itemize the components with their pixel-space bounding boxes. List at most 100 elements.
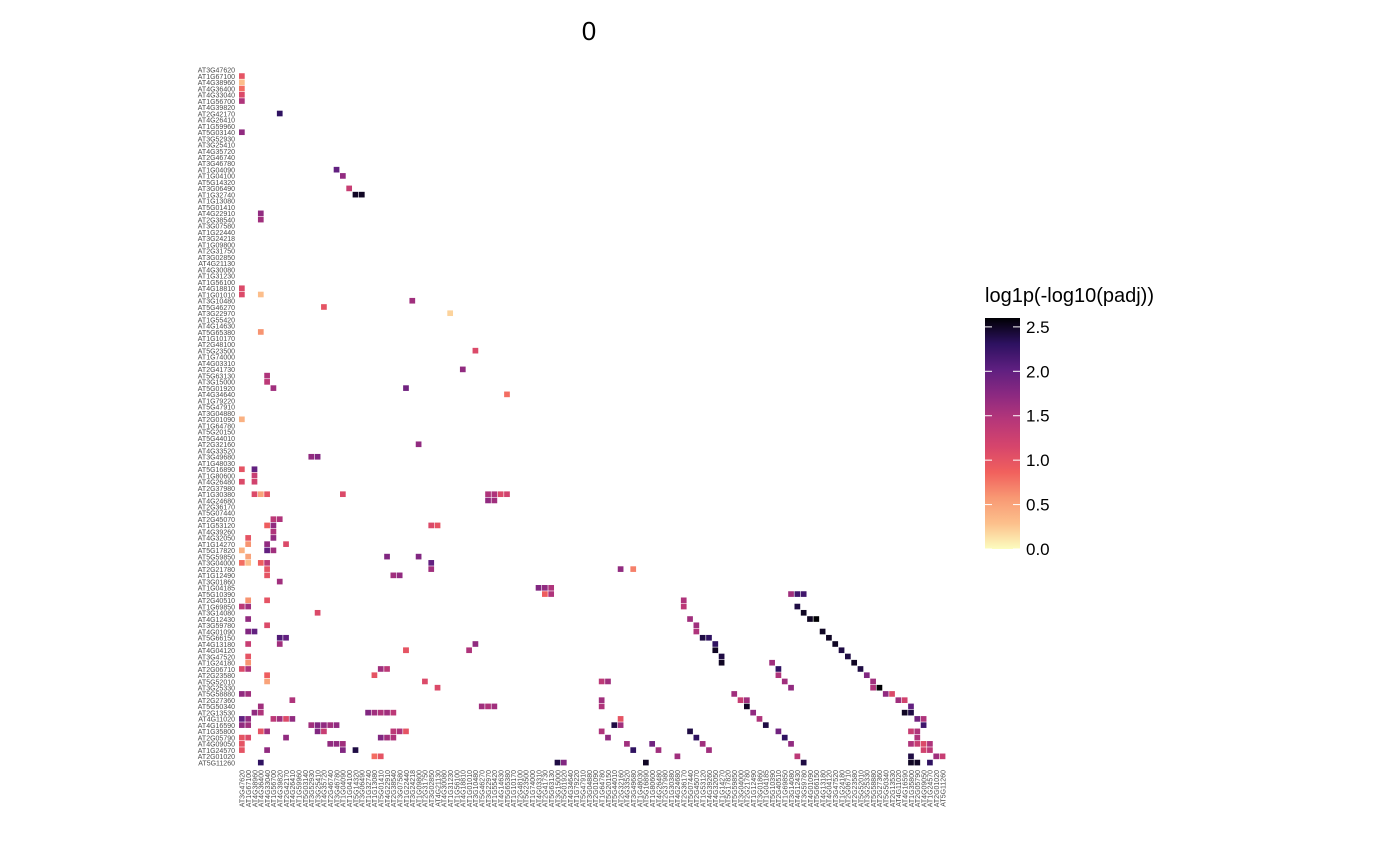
heatmap-cell bbox=[920, 747, 927, 753]
y-tick-label: AT1G04090 bbox=[198, 167, 235, 174]
y-tick-label: AT1G24180 bbox=[198, 661, 235, 668]
heatmap-cell bbox=[870, 684, 876, 691]
y-tick-label: AT3G01860 bbox=[198, 579, 235, 586]
y-tick-label: AT1G14270 bbox=[198, 542, 235, 549]
heatmap-cell bbox=[358, 191, 365, 198]
heatmap-cell bbox=[908, 741, 914, 747]
x-tick-label: AT3G25330 bbox=[865, 770, 872, 807]
x-tick-label: AT3G46780 bbox=[334, 770, 341, 807]
x-tick-label: AT3G59780 bbox=[801, 770, 808, 807]
heatmap-cell bbox=[239, 547, 245, 554]
heatmap-cell bbox=[264, 672, 270, 679]
heatmap-cell bbox=[845, 653, 851, 660]
y-tick-label: AT3G07580 bbox=[198, 224, 235, 231]
heatmap-cell bbox=[807, 616, 813, 622]
heatmap-cell bbox=[680, 597, 687, 604]
heatmap-cell bbox=[245, 716, 252, 722]
x-tick-label: AT3G15000 bbox=[555, 770, 562, 807]
heatmap-cell bbox=[466, 647, 472, 654]
heatmap-cell bbox=[838, 647, 845, 654]
heatmap-cell bbox=[491, 497, 498, 504]
heatmap-cell bbox=[706, 747, 712, 753]
heatmap-cell bbox=[434, 522, 441, 529]
heatmap-cell bbox=[371, 672, 378, 679]
heatmap-cell bbox=[428, 566, 435, 572]
y-tick-label: AT1G55420 bbox=[198, 317, 235, 324]
heatmap-cell bbox=[422, 678, 428, 685]
x-tick-label: AT4G33520 bbox=[625, 770, 632, 807]
y-tick-label: AT2G31750 bbox=[198, 249, 235, 256]
heatmap-cell bbox=[270, 535, 277, 541]
heatmap-cell bbox=[643, 759, 649, 766]
x-tick-label: AT2G31750 bbox=[423, 770, 430, 807]
x-tick-label: AT3G49680 bbox=[631, 770, 638, 807]
y-tick-label: AT1G01010 bbox=[198, 292, 235, 299]
heatmap-cell bbox=[485, 703, 491, 710]
y-tick-label: AT4G33040 bbox=[198, 93, 235, 100]
heatmap-cell bbox=[731, 691, 738, 697]
heatmap-cell bbox=[908, 728, 914, 735]
x-tick-label: AT1G56700 bbox=[271, 770, 278, 807]
y-tick-label: AT5G23500 bbox=[198, 348, 235, 355]
y-tick-label: AT1G79220 bbox=[198, 398, 235, 405]
x-tick-label: AT5G66150 bbox=[814, 770, 821, 807]
heatmap-cell bbox=[826, 634, 832, 641]
y-tick-label: AT2G38540 bbox=[198, 217, 235, 224]
x-tick-label: AT2G38540 bbox=[391, 770, 398, 807]
x-tick-label: AT1G22440 bbox=[404, 770, 411, 807]
heatmap-cell bbox=[617, 566, 624, 572]
heatmap-cell bbox=[750, 709, 757, 716]
x-tick-label: AT3G04000 bbox=[738, 770, 745, 807]
heatmap-cell bbox=[264, 560, 270, 566]
x-tick-label: AT5G47910 bbox=[581, 770, 588, 807]
x-tick-label: AT5G58880 bbox=[871, 770, 878, 807]
x-tick-label: AT5G20150 bbox=[606, 770, 613, 807]
x-tick-label: AT4G18810 bbox=[461, 770, 468, 807]
x-tick-label: AT2G21780 bbox=[745, 770, 752, 807]
heatmap-cell bbox=[415, 553, 422, 560]
x-tick-label: AT4G39260 bbox=[707, 770, 714, 807]
y-tick-label: AT2G23580 bbox=[198, 673, 235, 680]
heatmap-cell bbox=[245, 653, 252, 660]
heatmap-cell bbox=[264, 372, 270, 379]
heatmap-cell bbox=[257, 329, 264, 335]
heatmap-cell bbox=[649, 741, 656, 747]
x-tick-label: AT1G79220 bbox=[574, 770, 581, 807]
heatmap-cell bbox=[624, 741, 630, 747]
y-tick-label: AT2G21780 bbox=[198, 567, 235, 574]
x-tick-label: AT1G04100 bbox=[347, 770, 354, 807]
heatmap-cell bbox=[560, 759, 567, 766]
heatmap-cell bbox=[340, 491, 346, 498]
x-tick-label: AT1G31230 bbox=[448, 770, 455, 807]
x-tick-label: AT1G55420 bbox=[492, 770, 499, 807]
heatmap-cell bbox=[333, 166, 340, 173]
heatmap-cell bbox=[264, 566, 270, 572]
x-tick-label: AT4G09050 bbox=[921, 770, 928, 807]
heatmap-cell bbox=[346, 185, 353, 192]
heatmap-cell bbox=[365, 709, 371, 716]
y-tick-label: AT2G37980 bbox=[198, 486, 235, 493]
x-tick-label: AT1G64780 bbox=[599, 770, 606, 807]
heatmap-cell bbox=[239, 666, 245, 672]
x-tick-label: AT3G24218 bbox=[410, 770, 417, 807]
heatmap-cell bbox=[908, 703, 914, 710]
heatmap-cell bbox=[718, 653, 725, 660]
legend-color-bar bbox=[985, 318, 1020, 549]
heatmap-cell bbox=[769, 659, 775, 666]
heatmap-cell bbox=[239, 98, 245, 104]
heatmap-cell bbox=[813, 616, 820, 622]
y-tick-label: AT3G22970 bbox=[198, 311, 235, 318]
heatmap-cell bbox=[819, 628, 826, 635]
heatmap-cell bbox=[491, 491, 498, 498]
y-tick-label: AT3G25330 bbox=[198, 685, 235, 692]
heatmap-cell bbox=[744, 703, 750, 710]
y-tick-label: AT4G30080 bbox=[198, 267, 235, 274]
heatmap-cell bbox=[327, 722, 334, 728]
heatmap-cell bbox=[699, 741, 706, 747]
x-axis-labels: AT3G47620 AT1G67100 AT4G38960 AT4G36400 AT4G… bbox=[240, 770, 948, 807]
heatmap-cell bbox=[781, 734, 788, 741]
legend-tick-label: 2.0 bbox=[1026, 362, 1050, 381]
x-tick-label: AT4G04120 bbox=[827, 770, 834, 807]
x-tick-label: AT4G21130 bbox=[435, 770, 442, 807]
heatmap-cell bbox=[257, 759, 264, 766]
